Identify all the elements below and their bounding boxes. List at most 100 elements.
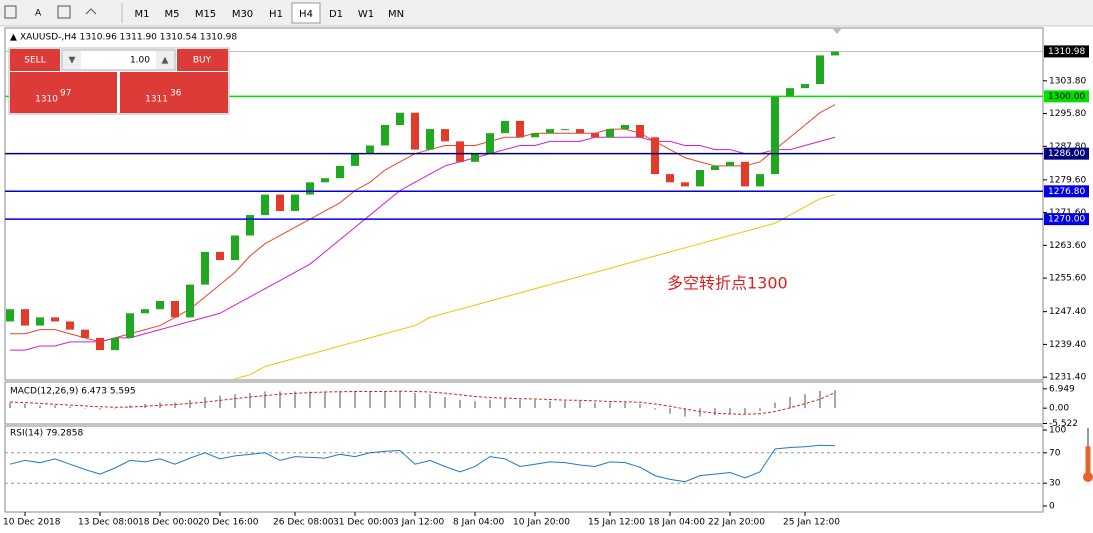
candle-body	[441, 129, 449, 142]
candle-body	[111, 337, 119, 351]
macd-bar	[669, 408, 671, 414]
ask-box[interactable]	[120, 72, 228, 113]
rsi-title: RSI(14) 79.2858	[10, 429, 83, 439]
candle-body	[36, 317, 44, 326]
candle-body	[756, 174, 764, 187]
macd-chart: 6.949 0.00 -5.522 MACD(12,26,9) 6.473 5.595	[9, 384, 1078, 429]
y-tick-label: 70	[1049, 448, 1061, 458]
rsi-chart: 100 70 30 0 RSI(14) 79.2858	[5, 426, 1066, 512]
x-tick-label: 22 Jan 20:00	[708, 518, 765, 528]
y-tick-label: 6.949	[1049, 384, 1075, 394]
macd-bar	[789, 397, 791, 409]
candle-body	[66, 321, 74, 330]
x-tick-label: 8 Jan 04:00	[453, 518, 505, 528]
macd-bar	[249, 392, 251, 409]
candle-body	[741, 161, 749, 187]
macd-bar	[219, 395, 221, 409]
candle-body	[291, 194, 299, 211]
candle-body	[141, 309, 149, 314]
x-tick-label: 25 Jan 12:00	[783, 518, 840, 528]
slider-handle[interactable]	[1085, 446, 1091, 474]
lots-down-icon: ▼	[69, 56, 76, 66]
icon	[4, 5, 17, 19]
timeframe-button[interactable]: M15	[195, 9, 216, 20]
timeframe-button[interactable]: M5	[165, 9, 180, 20]
candle-body	[486, 133, 494, 154]
timeframe-button[interactable]: MN	[388, 9, 404, 20]
icon	[85, 8, 97, 15]
y-tick-label: 1231.40	[1049, 373, 1086, 383]
macd-bar	[819, 390, 821, 409]
candle-body	[336, 165, 344, 179]
y-tick-label: 1271.60	[1049, 208, 1086, 218]
candle-body	[411, 112, 419, 150]
macd-bar	[84, 408, 86, 409]
macd-bar	[504, 398, 506, 409]
timeframe-button[interactable]: M30	[232, 9, 253, 20]
timeframe-button[interactable]: M1	[135, 9, 150, 20]
timeframe-button[interactable]: H4	[299, 9, 313, 20]
candle-body	[591, 133, 599, 138]
macd-bar	[339, 391, 341, 409]
candle-body	[621, 125, 629, 130]
macd-bar	[429, 394, 431, 409]
signal-line	[9, 390, 836, 415]
bid-box[interactable]	[10, 72, 117, 113]
macd-bar	[39, 405, 41, 409]
y-tick-label: 1263.60	[1049, 241, 1086, 251]
x-tick-label: 13 Dec 08:00	[78, 518, 139, 528]
level-label: 1270.00	[1048, 215, 1085, 225]
candle-body	[351, 153, 359, 166]
macd-bar	[609, 402, 611, 409]
lots-up[interactable]	[156, 51, 174, 69]
macd-pane	[4, 381, 1044, 425]
timeframe-button[interactable]: H1	[269, 9, 283, 20]
timeframe-button[interactable]: W1	[358, 9, 374, 20]
macd-bar	[99, 408, 101, 410]
x-tick-label: 26 Dec 08:00	[273, 518, 334, 528]
candle-body	[81, 329, 89, 338]
timeframe-button[interactable]: D1	[329, 9, 343, 20]
candle-body	[711, 165, 719, 171]
sell-button[interactable]	[10, 49, 60, 71]
candle-body	[456, 141, 464, 162]
candle-body	[21, 309, 29, 326]
toolbar-icons: A	[4, 5, 97, 19]
candle-body	[651, 137, 659, 175]
y-tick-label: -5.522	[1049, 419, 1078, 429]
candle-body	[426, 129, 434, 150]
chart-title: XAUUSD-,H4 1310.96 1311.90 1310.54 1310.…	[20, 33, 237, 43]
candle-body	[546, 129, 554, 134]
x-tick-label: 31 Dec 00:00	[333, 518, 394, 528]
macd-bar	[414, 392, 416, 409]
level-label-bg	[1044, 213, 1089, 226]
y-tick-label: 1287.80	[1049, 142, 1086, 152]
macd-bar	[369, 391, 371, 409]
macd-bar	[264, 391, 266, 409]
icon	[57, 5, 71, 19]
candle-body	[561, 129, 569, 131]
macd-bar	[279, 391, 281, 409]
macd-bar	[24, 403, 26, 409]
level-label-bg	[1044, 147, 1089, 160]
slider-knob[interactable]	[1083, 472, 1093, 482]
rsi-line	[9, 444, 836, 483]
sell-label: SELL	[24, 56, 45, 66]
candle-body	[636, 125, 644, 138]
buy-button[interactable]	[177, 49, 228, 71]
candle-body	[801, 84, 809, 89]
price-chart: 1303.80 1295.80 1287.80 1279.60 1271.60 1263.…	[5, 45, 1089, 383]
candle-body	[321, 178, 329, 183]
candle-body	[216, 251, 224, 261]
macd-bar	[174, 402, 176, 409]
candle-body	[96, 337, 104, 351]
lots-input[interactable]	[61, 49, 176, 71]
lots-up-icon: ▲	[162, 56, 169, 66]
moving-average	[10, 104, 836, 343]
lots-down[interactable]	[63, 51, 81, 69]
panel-toggle[interactable]: ▲	[10, 33, 17, 43]
x-tick-label: 20 Dec 16:00	[198, 518, 259, 528]
